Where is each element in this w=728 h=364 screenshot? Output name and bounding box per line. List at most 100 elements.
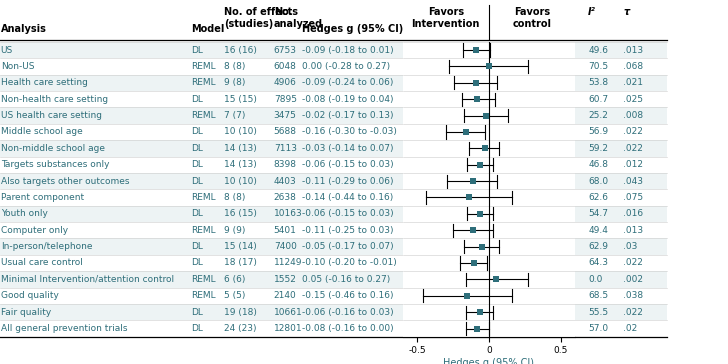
Text: .025: .025 <box>623 95 643 104</box>
FancyBboxPatch shape <box>0 238 667 255</box>
Text: .043: .043 <box>623 177 643 186</box>
Text: DL: DL <box>191 209 202 218</box>
FancyBboxPatch shape <box>0 140 667 157</box>
Text: -0.06 (-0.16 to 0.03): -0.06 (-0.16 to 0.03) <box>302 308 394 317</box>
Text: .03: .03 <box>623 242 638 251</box>
Text: 16 (16): 16 (16) <box>224 46 257 55</box>
Text: 2140: 2140 <box>274 291 296 300</box>
Text: 15 (14): 15 (14) <box>224 242 257 251</box>
Text: REML: REML <box>191 78 215 87</box>
Text: 10661: 10661 <box>274 308 302 317</box>
Text: -0.08 (-0.16 to 0.00): -0.08 (-0.16 to 0.00) <box>302 324 394 333</box>
Text: 53.8: 53.8 <box>588 78 609 87</box>
Text: 4403: 4403 <box>274 177 296 186</box>
Text: -0.09 (-0.24 to 0.06): -0.09 (-0.24 to 0.06) <box>302 78 394 87</box>
Text: 55.5: 55.5 <box>588 308 609 317</box>
Text: 49.4: 49.4 <box>588 226 608 235</box>
Text: 10163: 10163 <box>274 209 302 218</box>
Text: 14 (13): 14 (13) <box>224 160 257 169</box>
Text: .02: .02 <box>623 324 638 333</box>
Text: -0.02 (-0.17 to 0.13): -0.02 (-0.17 to 0.13) <box>302 111 394 120</box>
Text: -0.06 (-0.15 to 0.03): -0.06 (-0.15 to 0.03) <box>302 209 394 218</box>
Text: 8 (8): 8 (8) <box>224 193 245 202</box>
Text: 70.5: 70.5 <box>588 62 609 71</box>
Text: 68.0: 68.0 <box>588 177 609 186</box>
Text: US health care setting: US health care setting <box>1 111 102 120</box>
Text: .021: .021 <box>623 78 643 87</box>
Text: REML: REML <box>191 226 215 235</box>
Text: Parent component: Parent component <box>1 193 84 202</box>
Text: Favors
Intervention: Favors Intervention <box>411 7 480 29</box>
Text: Non-US: Non-US <box>1 62 34 71</box>
Text: 54.7: 54.7 <box>588 209 608 218</box>
FancyBboxPatch shape <box>0 107 667 124</box>
Text: REML: REML <box>191 62 215 71</box>
Text: -0.10 (-0.20 to -0.01): -0.10 (-0.20 to -0.01) <box>302 258 397 268</box>
Text: τ: τ <box>623 7 630 17</box>
Text: Computer only: Computer only <box>1 226 68 235</box>
Text: .022: .022 <box>623 127 643 136</box>
Text: 11249: 11249 <box>274 258 302 268</box>
Text: Favors
control: Favors control <box>513 7 552 29</box>
Text: 56.9: 56.9 <box>588 127 609 136</box>
Text: 7 (7): 7 (7) <box>224 111 245 120</box>
Text: Good quality: Good quality <box>1 291 58 300</box>
Text: REML: REML <box>191 275 215 284</box>
Text: 18 (17): 18 (17) <box>224 258 257 268</box>
Text: Hedges g (95% CI): Hedges g (95% CI) <box>302 24 403 33</box>
Text: .013: .013 <box>623 46 644 55</box>
Text: .013: .013 <box>623 226 644 235</box>
Text: 10 (10): 10 (10) <box>224 177 257 186</box>
Text: 7113: 7113 <box>274 144 297 153</box>
X-axis label: Hedges g (95% CI): Hedges g (95% CI) <box>443 358 534 364</box>
Text: Also targets other outcomes: Also targets other outcomes <box>1 177 130 186</box>
Text: 15 (15): 15 (15) <box>224 95 257 104</box>
Text: -0.11 (-0.29 to 0.06): -0.11 (-0.29 to 0.06) <box>302 177 394 186</box>
Text: 62.9: 62.9 <box>588 242 608 251</box>
FancyBboxPatch shape <box>0 206 667 222</box>
Text: 14 (13): 14 (13) <box>224 144 257 153</box>
Text: 6 (6): 6 (6) <box>224 275 245 284</box>
Text: 7895: 7895 <box>274 95 297 104</box>
Text: Targets substances only: Targets substances only <box>1 160 109 169</box>
Text: In-person/telephone: In-person/telephone <box>1 242 92 251</box>
Text: 9 (8): 9 (8) <box>224 78 245 87</box>
Text: 19 (18): 19 (18) <box>224 308 257 317</box>
Text: .068: .068 <box>623 62 644 71</box>
FancyBboxPatch shape <box>0 304 667 320</box>
Text: 3475: 3475 <box>274 111 296 120</box>
Text: 5 (5): 5 (5) <box>224 291 245 300</box>
Text: 1552: 1552 <box>274 275 296 284</box>
Text: 2638: 2638 <box>274 193 296 202</box>
Text: -0.15 (-0.46 to 0.16): -0.15 (-0.46 to 0.16) <box>302 291 394 300</box>
Text: -0.14 (-0.44 to 0.16): -0.14 (-0.44 to 0.16) <box>302 193 393 202</box>
Text: .075: .075 <box>623 193 644 202</box>
Text: DL: DL <box>191 258 202 268</box>
Text: No. of effects
(studies): No. of effects (studies) <box>224 7 298 29</box>
Text: -0.16 (-0.30 to -0.03): -0.16 (-0.30 to -0.03) <box>302 127 397 136</box>
Text: DL: DL <box>191 46 202 55</box>
Text: 16 (15): 16 (15) <box>224 209 257 218</box>
Text: I²: I² <box>588 7 596 17</box>
Text: .008: .008 <box>623 111 644 120</box>
Text: 0.0: 0.0 <box>588 275 603 284</box>
Text: .022: .022 <box>623 144 643 153</box>
Text: .002: .002 <box>623 275 643 284</box>
FancyBboxPatch shape <box>0 271 667 288</box>
Text: 68.5: 68.5 <box>588 291 609 300</box>
Text: 57.0: 57.0 <box>588 324 609 333</box>
Text: Youth only: Youth only <box>1 209 47 218</box>
FancyBboxPatch shape <box>0 75 667 91</box>
Text: 7400: 7400 <box>274 242 296 251</box>
Text: DL: DL <box>191 324 202 333</box>
Text: Model: Model <box>191 24 224 33</box>
Text: Health care setting: Health care setting <box>1 78 87 87</box>
Text: .012: .012 <box>623 160 643 169</box>
Text: DL: DL <box>191 308 202 317</box>
Text: US: US <box>1 46 13 55</box>
Text: 25.2: 25.2 <box>588 111 608 120</box>
Text: Usual care control: Usual care control <box>1 258 82 268</box>
Text: -0.06 (-0.15 to 0.03): -0.06 (-0.15 to 0.03) <box>302 160 394 169</box>
Text: DL: DL <box>191 160 202 169</box>
Text: -0.05 (-0.17 to 0.07): -0.05 (-0.17 to 0.07) <box>302 242 394 251</box>
